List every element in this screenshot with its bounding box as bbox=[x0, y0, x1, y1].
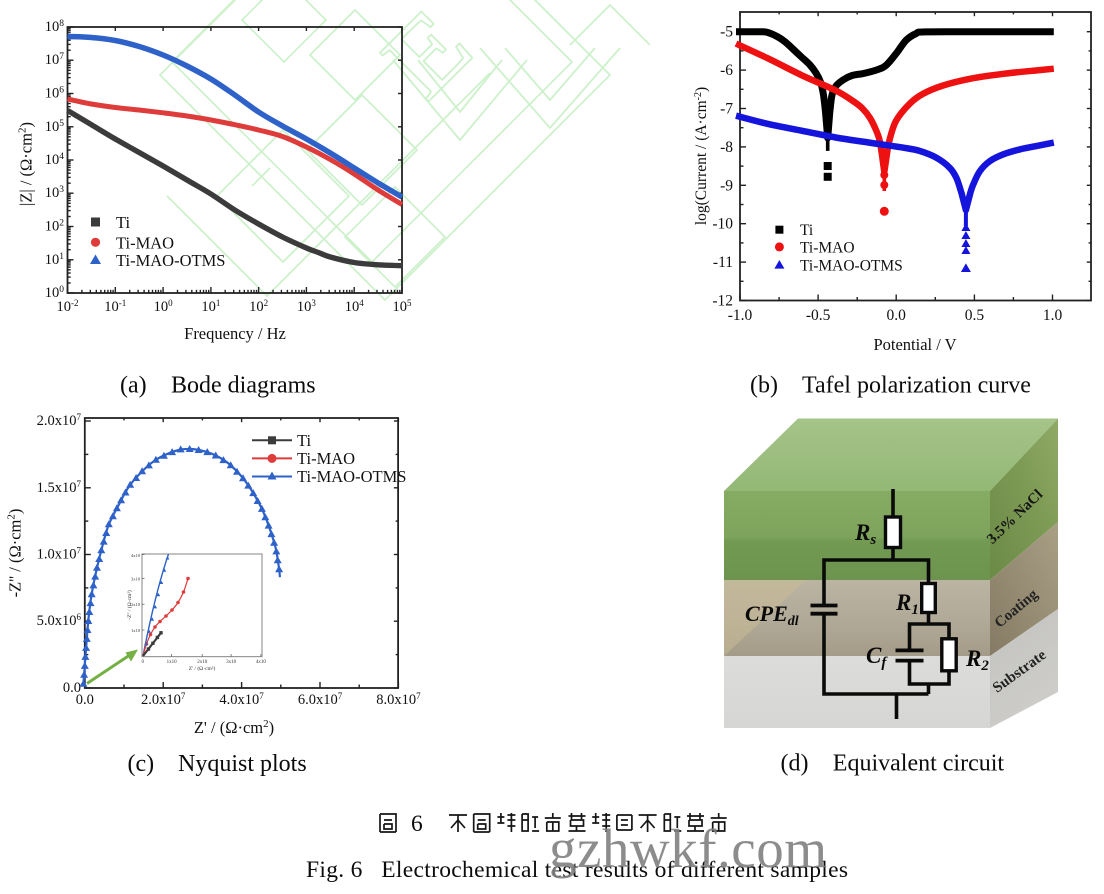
svg-text:4x10: 4x10 bbox=[131, 553, 141, 558]
svg-text:Tafel polarization curve: Tafel polarization curve bbox=[802, 373, 1031, 399]
svg-text:5.0x106: 5.0x106 bbox=[37, 612, 82, 629]
svg-text:(b): (b) bbox=[750, 373, 778, 399]
svg-text:1x10: 1x10 bbox=[167, 660, 178, 665]
svg-text:Fig. 6 Electrochemical test: Fig. 6 Electrochemical test results of d… bbox=[306, 857, 848, 883]
svg-text:2.0x107: 2.0x107 bbox=[141, 691, 186, 708]
svg-text:1.0x107: 1.0x107 bbox=[37, 546, 82, 563]
svg-text:4x10: 4x10 bbox=[256, 660, 267, 665]
svg-text:Ti-MAO-OTMS: Ti-MAO-OTMS bbox=[297, 467, 406, 486]
svg-text:(d): (d) bbox=[781, 751, 809, 777]
svg-text:|Z| / (Ω·cm2): |Z| / (Ω·cm2) bbox=[17, 122, 36, 206]
svg-text:2x10: 2x10 bbox=[131, 602, 141, 607]
svg-text:-6: -6 bbox=[720, 62, 733, 79]
svg-text:-11: -11 bbox=[713, 254, 733, 271]
svg-text:log(Current / (A·cm-2): log(Current / (A·cm-2) bbox=[693, 87, 711, 225]
svg-text:Equivalent circuit: Equivalent circuit bbox=[833, 751, 1005, 777]
svg-text:6: 6 bbox=[411, 811, 423, 837]
svg-text:Ti: Ti bbox=[800, 222, 814, 239]
svg-text:Ti-MAO: Ti-MAO bbox=[116, 234, 174, 253]
svg-text:Ti-MAO: Ti-MAO bbox=[800, 240, 855, 257]
svg-text:0: 0 bbox=[142, 660, 145, 665]
svg-text:0.5: 0.5 bbox=[965, 307, 985, 324]
svg-text:Nyquist plots: Nyquist plots bbox=[178, 751, 307, 777]
svg-text:101: 101 bbox=[201, 298, 220, 315]
svg-text:Frequency / Hz: Frequency / Hz bbox=[184, 324, 286, 343]
svg-text:2x10: 2x10 bbox=[197, 660, 208, 665]
svg-text:8.0x107: 8.0x107 bbox=[376, 691, 421, 708]
svg-text:-5: -5 bbox=[720, 24, 733, 41]
svg-text:Ti-MAO-OTMS: Ti-MAO-OTMS bbox=[116, 251, 225, 270]
svg-text:2.0x107: 2.0x107 bbox=[37, 412, 82, 429]
svg-text:-10: -10 bbox=[712, 216, 733, 233]
svg-text:Ti: Ti bbox=[297, 431, 311, 450]
svg-text:-Z'' / (Ω·cm²): -Z'' / (Ω·cm²) bbox=[126, 590, 133, 620]
svg-text:1x10: 1x10 bbox=[131, 628, 141, 633]
svg-text:gzhwkf.com: gzhwkf.com bbox=[549, 818, 827, 879]
svg-text:(c): (c) bbox=[128, 751, 155, 777]
svg-text:-8: -8 bbox=[720, 139, 733, 156]
svg-text:3x10: 3x10 bbox=[226, 660, 237, 665]
svg-text:-0.5: -0.5 bbox=[806, 307, 831, 324]
svg-text:0.0: 0.0 bbox=[63, 680, 81, 696]
svg-text:Z' / (Ω·cm2): Z' / (Ω·cm2) bbox=[194, 718, 274, 737]
svg-text:Ti-MAO: Ti-MAO bbox=[297, 449, 355, 468]
svg-text:Potential / V: Potential / V bbox=[873, 335, 956, 354]
svg-text:4.0x107: 4.0x107 bbox=[219, 691, 264, 708]
svg-text:3x10: 3x10 bbox=[131, 576, 141, 581]
svg-text:Z' / (Ω·cm²): Z' / (Ω·cm²) bbox=[189, 665, 216, 672]
svg-text:1.5x107: 1.5x107 bbox=[37, 479, 82, 496]
svg-text:Ti-MAO-OTMS: Ti-MAO-OTMS bbox=[800, 258, 903, 275]
svg-text:(a): (a) bbox=[120, 373, 147, 399]
svg-text:0.0: 0.0 bbox=[76, 692, 94, 708]
svg-text:0.0: 0.0 bbox=[887, 307, 907, 324]
svg-text:-Z'' / (Ω·cm2): -Z'' / (Ω·cm2) bbox=[6, 509, 25, 598]
svg-text:Ti: Ti bbox=[116, 213, 130, 232]
svg-text:102: 102 bbox=[249, 298, 268, 315]
svg-text:Bode diagrams: Bode diagrams bbox=[171, 373, 316, 399]
svg-text:-1.0: -1.0 bbox=[728, 307, 753, 324]
svg-text:-9: -9 bbox=[720, 177, 733, 194]
svg-text:-7: -7 bbox=[720, 101, 733, 118]
svg-text:1.0: 1.0 bbox=[1043, 307, 1063, 324]
svg-text:6.0x107: 6.0x107 bbox=[298, 691, 343, 708]
svg-text:-12: -12 bbox=[712, 293, 733, 310]
